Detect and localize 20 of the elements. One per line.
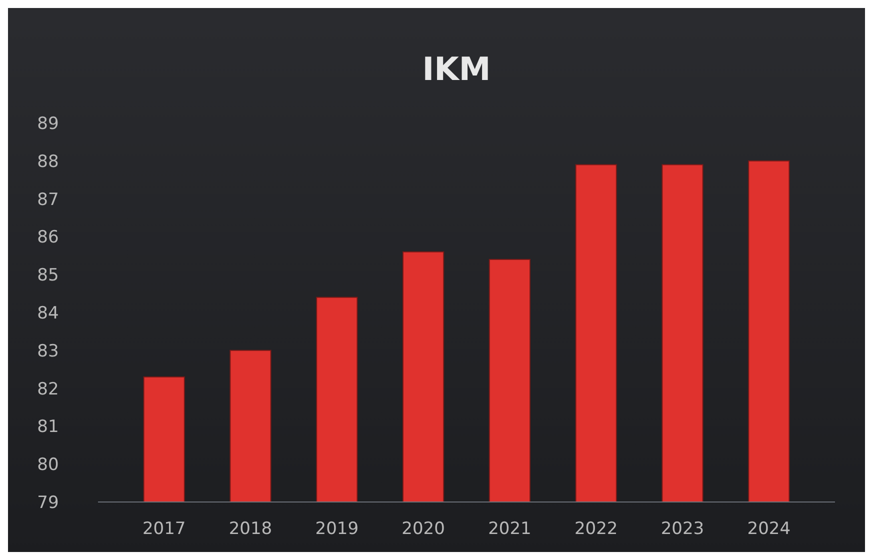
y-tick-label: 80 (37, 455, 59, 476)
x-tick-label: 2022 (574, 519, 618, 539)
y-tick-label: 84 (37, 303, 59, 324)
y-tick-label: 86 (37, 228, 59, 248)
x-tick-label: 2017 (142, 519, 186, 539)
y-tick-label: 82 (37, 379, 59, 400)
x-tick-label: 2023 (660, 519, 704, 539)
chart-title: IKM (422, 50, 491, 88)
y-tick-label: 81 (37, 417, 59, 438)
y-tick-label: 88 (37, 152, 59, 172)
y-tick-label: 79 (37, 492, 59, 513)
x-tick-label: 2018 (228, 519, 272, 539)
x-tick-label: 2019 (315, 519, 359, 539)
y-tick-label: 87 (37, 190, 59, 210)
y-tick-label: 83 (37, 341, 59, 362)
y-tick-label: 85 (37, 266, 59, 286)
y-tick-label: 89 (37, 114, 59, 134)
x-tick-label: 2024 (747, 519, 791, 539)
x-tick-label: 2020 (402, 519, 445, 539)
x-tick-label: 2021 (488, 519, 532, 539)
